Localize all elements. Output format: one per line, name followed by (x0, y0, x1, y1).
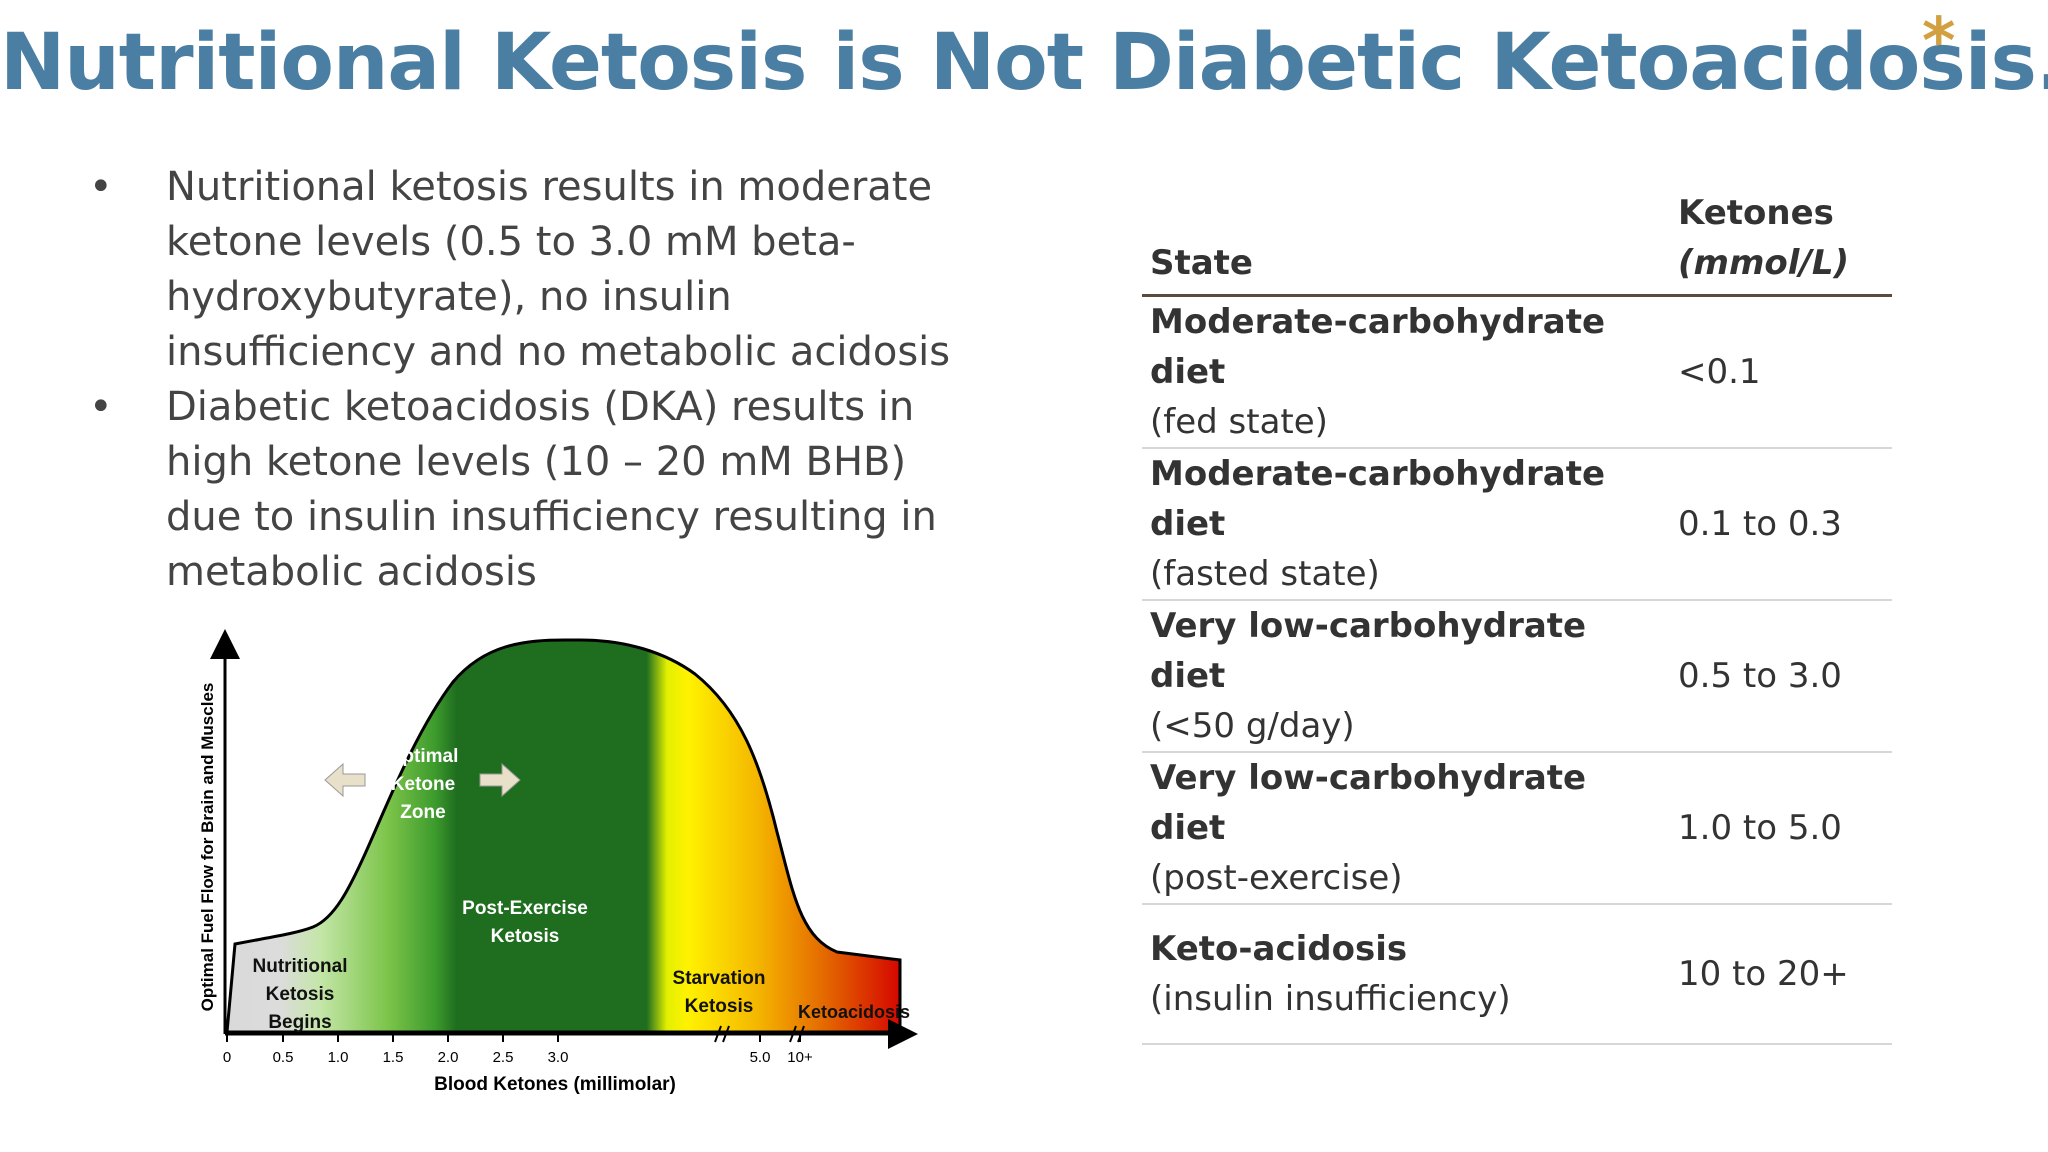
label-nutritional-1: Nutritional (253, 956, 348, 977)
header-ketones: Ketones (mmol/L) (1670, 188, 1892, 297)
table-row: Moderate-carbohydrate diet (fasted state)… (1142, 448, 1892, 601)
x-tick-label: 2.5 (493, 1049, 514, 1066)
header-state: State (1142, 188, 1670, 297)
ketone-value: 1.0 to 5.0 (1670, 752, 1892, 905)
ketone-value: <0.1 (1670, 295, 1892, 449)
label-optimal-2: Ketone (391, 774, 455, 795)
state-name: Moderate-carbohydrate diet (1150, 302, 1606, 392)
label-ketoacidosis: Ketoacidosis (798, 1002, 910, 1022)
state-detail: (fasted state) (1150, 554, 1380, 594)
state-cell: Moderate-carbohydrate diet (fed state) (1142, 295, 1670, 449)
x-tick-label: 0 (223, 1049, 231, 1066)
state-name: Very low-carbohydrate diet (1150, 606, 1587, 696)
ketone-zone-chart: 0 0.5 1.0 1.5 2.0 2.5 3.0 5.0 10+ Blood Ketones … (198, 629, 918, 1095)
x-tick-label: 1.5 (383, 1049, 404, 1066)
label-post-exercise-2: Ketosis (491, 926, 560, 947)
label-optimal-1: Optimal (388, 746, 459, 767)
state-name: Moderate-carbohydrate diet (1150, 454, 1606, 544)
x-axis-label: Blood Ketones (millimolar) (434, 1074, 676, 1095)
bullet-text: Diabetic ketoacidosis (DKA) results in h… (166, 384, 937, 595)
ketone-value: 0.5 to 3.0 (1670, 600, 1892, 753)
label-starvation-1: Starvation (673, 968, 766, 989)
x-tick-label: 0.5 (273, 1049, 294, 1066)
fuel-flow-curve (225, 638, 902, 1034)
table-row: Moderate-carbohydrate diet (fed state) <0.… (1142, 295, 1892, 449)
bullet-dot-icon: • (89, 384, 113, 430)
label-nutritional-2: Ketosis (266, 984, 335, 1005)
x-tick-label: 5.0 (750, 1049, 771, 1066)
state-detail: (post-exercise) (1150, 858, 1403, 898)
footnote-asterisk: * (1922, 5, 1956, 79)
ketone-value: 10 to 20+ (1670, 904, 1892, 1045)
state-cell: Very low-carbohydrate diet (post-exercise… (1142, 752, 1670, 905)
x-tick-label: 1.0 (328, 1049, 349, 1066)
state-detail: (fed state) (1150, 402, 1328, 442)
x-tick-group: 0 0.5 1.0 1.5 2.0 2.5 3.0 5.0 10+ (223, 1034, 813, 1066)
label-optimal-3: Zone (400, 802, 445, 823)
state-cell: Moderate-carbohydrate diet (fasted state) (1142, 448, 1670, 601)
ketone-state-table: State Ketones (mmol/L) Moderate-carbohyd… (1142, 188, 1892, 1045)
state-cell: Very low-carbohydrate diet (<50 g/day) (1142, 600, 1670, 753)
bullet-list: • Nutritional ketosis results in moderat… (80, 160, 980, 600)
state-name: Keto-acidosis (1150, 929, 1408, 969)
optimal-zone-arrow (324, 762, 521, 798)
table-row: Very low-carbohydrate diet (post-exercise… (1142, 752, 1892, 905)
bullet-text: Nutritional ketosis results in moderate … (166, 164, 951, 375)
label-nutritional-3: Begins (268, 1012, 331, 1033)
x-tick-label: 2.0 (438, 1049, 459, 1066)
table-row: Very low-carbohydrate diet (<50 g/day) 0.5… (1142, 600, 1892, 753)
label-post-exercise-1: Post-Exercise (462, 898, 588, 919)
slide-title: Nutritional Ketosis is Not Diabetic Keto… (0, 18, 2048, 108)
state-name: Very low-carbohydrate diet (1150, 758, 1587, 848)
state-detail: (insulin insufficiency) (1150, 979, 1511, 1019)
x-tick-label: 3.0 (548, 1049, 569, 1066)
ketone-value: 0.1 to 0.3 (1670, 448, 1892, 601)
table-row: Keto-acidosis (insulin insufficiency) 10 t… (1142, 904, 1892, 1045)
y-axis-label: Optimal Fuel Flow for Brain and Muscles (198, 683, 217, 1012)
table-header-row: State Ketones (mmol/L) (1142, 188, 1892, 297)
bullet-item: • Diabetic ketoacidosis (DKA) results in… (80, 380, 980, 600)
bullet-dot-icon: • (89, 164, 113, 210)
x-tick-label: 10+ (787, 1049, 813, 1066)
label-starvation-2: Ketosis (685, 996, 754, 1017)
bullet-item: • Nutritional ketosis results in moderat… (80, 160, 980, 380)
state-detail: (<50 g/day) (1150, 706, 1355, 746)
state-cell: Keto-acidosis (insulin insufficiency) (1142, 904, 1670, 1045)
